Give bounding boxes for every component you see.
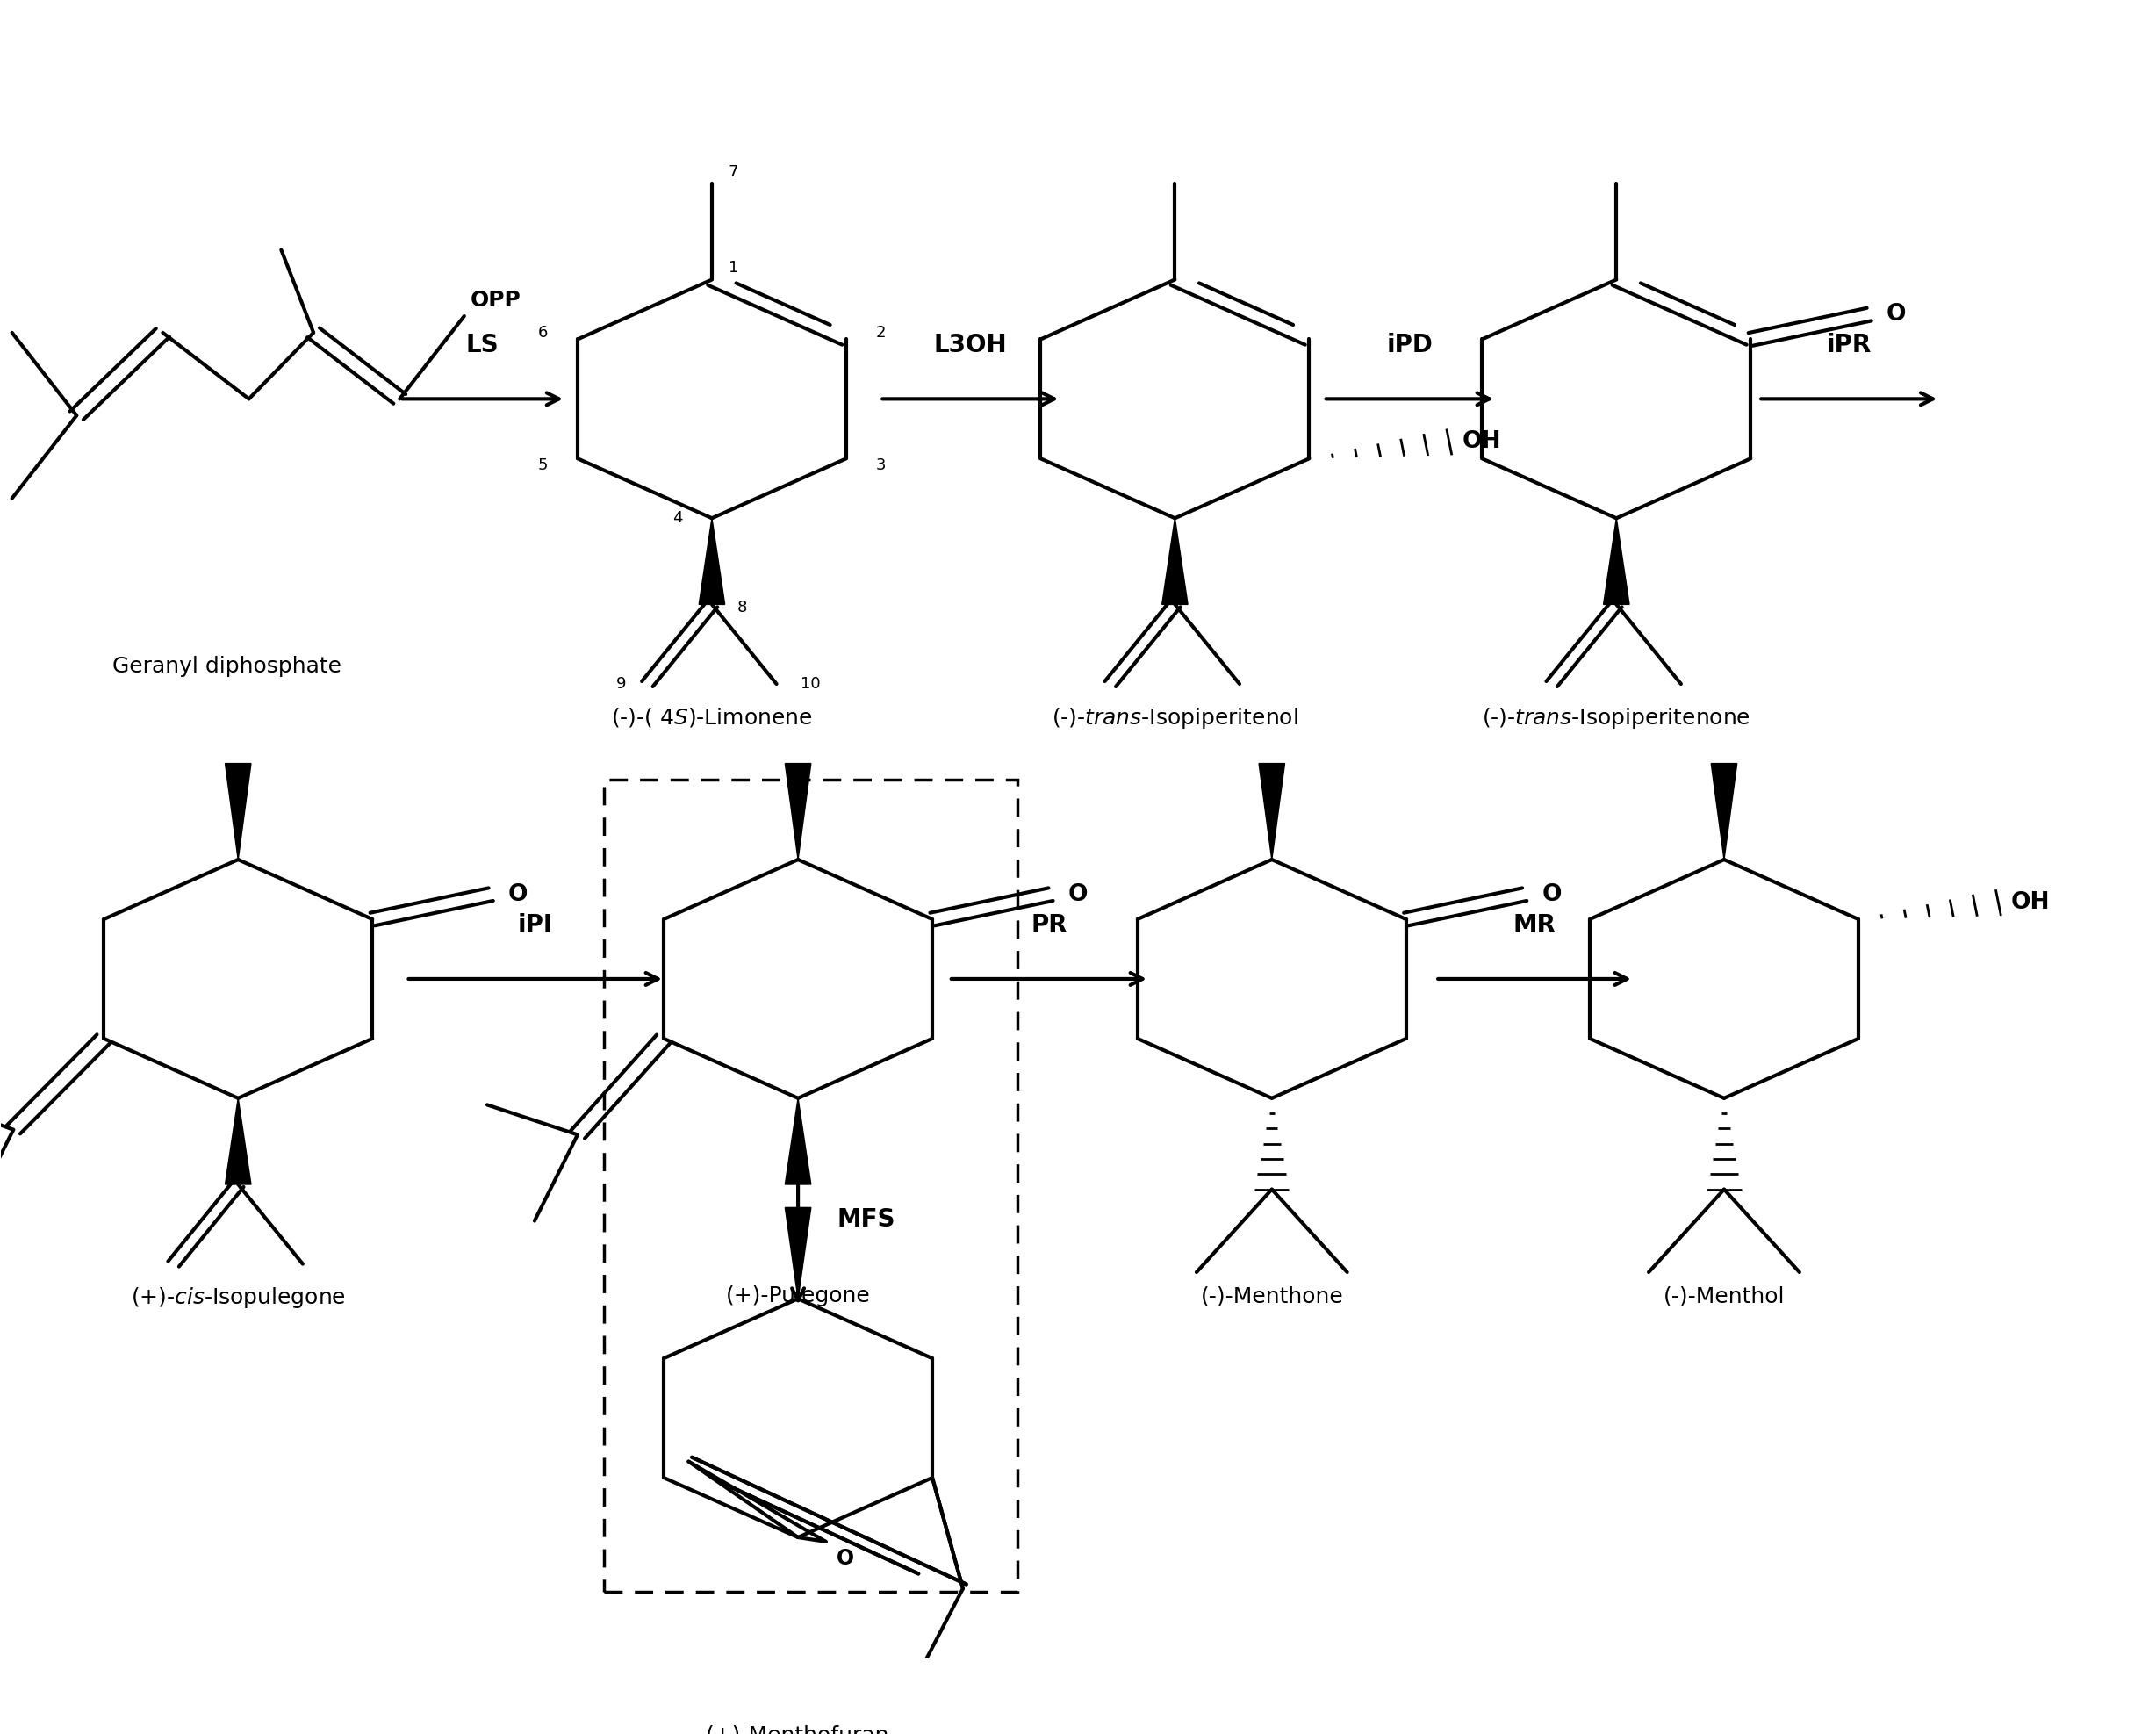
Text: 9: 9: [617, 676, 627, 692]
Text: LS: LS: [466, 333, 498, 357]
Text: MR: MR: [1514, 912, 1557, 938]
Text: (-)-Menthone: (-)-Menthone: [1201, 1285, 1343, 1306]
Text: 3: 3: [875, 458, 886, 473]
Text: iPI: iPI: [517, 912, 552, 938]
Text: MFS: MFS: [837, 1207, 895, 1231]
Polygon shape: [1604, 518, 1630, 605]
Text: (-)-( 4$\it{S}$)-Limonene: (-)-( 4$\it{S}$)-Limonene: [610, 706, 813, 728]
Text: (-)-$\it{trans}$-Isopiperitenol: (-)-$\it{trans}$-Isopiperitenol: [1052, 706, 1298, 730]
Text: L3OH: L3OH: [934, 333, 1007, 357]
Text: OH: OH: [1462, 430, 1501, 453]
Text: (+)-$\it{cis}$-Isopulegone: (+)-$\it{cis}$-Isopulegone: [132, 1285, 345, 1311]
Polygon shape: [699, 518, 724, 605]
Polygon shape: [224, 763, 250, 860]
Text: O: O: [1542, 883, 1561, 905]
Text: (+)-Menthofuran: (+)-Menthofuran: [705, 1725, 890, 1734]
Polygon shape: [785, 1207, 811, 1299]
Polygon shape: [1259, 763, 1285, 860]
Polygon shape: [785, 1098, 811, 1184]
Polygon shape: [785, 763, 811, 860]
Text: iPR: iPR: [1826, 333, 1871, 357]
Polygon shape: [1162, 518, 1188, 605]
Text: O: O: [509, 883, 528, 905]
Text: PR: PR: [1031, 912, 1067, 938]
Text: (-)-Menthol: (-)-Menthol: [1662, 1285, 1785, 1306]
Text: 10: 10: [802, 676, 821, 692]
Text: iPD: iPD: [1386, 333, 1434, 357]
Text: 7: 7: [729, 165, 740, 180]
Text: 6: 6: [539, 324, 548, 340]
Text: OH: OH: [2012, 891, 2050, 914]
Polygon shape: [1712, 763, 1738, 860]
Text: O: O: [1886, 303, 1906, 326]
Text: (+)-Pulegone: (+)-Pulegone: [727, 1285, 871, 1306]
Text: (-)-$\it{trans}$-Isopiperitenone: (-)-$\it{trans}$-Isopiperitenone: [1481, 706, 1751, 730]
Text: 4: 4: [673, 510, 683, 525]
Text: 1: 1: [729, 260, 737, 276]
Text: Geranyl diphosphate: Geranyl diphosphate: [112, 655, 343, 676]
Text: O: O: [1067, 883, 1089, 905]
Text: 5: 5: [539, 458, 548, 473]
Polygon shape: [224, 1098, 250, 1184]
Bar: [604, 780, 1018, 1592]
Text: 2: 2: [875, 324, 886, 340]
Text: O: O: [837, 1548, 854, 1569]
Text: OPP: OPP: [470, 290, 522, 310]
Text: 8: 8: [737, 600, 746, 616]
